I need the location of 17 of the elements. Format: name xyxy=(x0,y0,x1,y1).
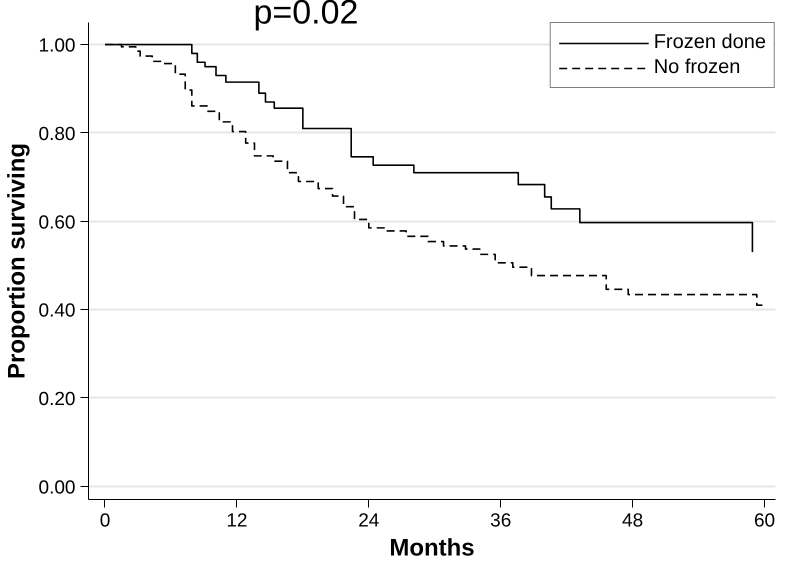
y-tick-label: 0.40 xyxy=(38,300,76,322)
legend-label: Frozen done xyxy=(654,31,766,54)
y-tick-label: 0.80 xyxy=(38,124,76,145)
x-axis-title: Months xyxy=(389,534,475,562)
x-tick-label: 48 xyxy=(622,510,644,532)
x-tick-label: 36 xyxy=(490,510,512,532)
x-tick-label: 60 xyxy=(754,510,776,532)
x-tick-label: 24 xyxy=(358,510,380,532)
y-tick-label: 0.20 xyxy=(38,388,76,410)
x-tick-label: 0 xyxy=(100,510,110,532)
x-tick-label: 12 xyxy=(226,510,248,532)
legend-label: No frozen xyxy=(654,56,740,79)
y-tick-label: 0.60 xyxy=(38,212,76,234)
y-tick-label: 1.00 xyxy=(38,36,76,57)
annotation: p=0.02 xyxy=(254,0,358,32)
y-tick-label: 0.00 xyxy=(38,477,76,498)
y-axis-title: Proportion surviving xyxy=(4,142,31,380)
